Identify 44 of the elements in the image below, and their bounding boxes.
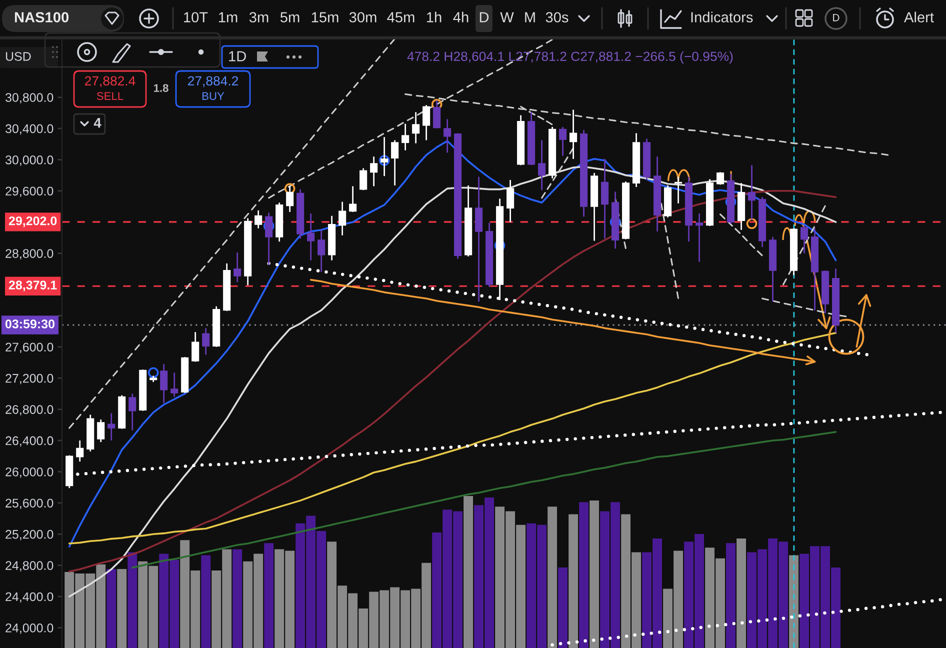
- text: Indicators: [691, 12, 753, 22]
- annotation: SELL: [96, 92, 124, 100]
- y-tick-label: 26,000.0: [6, 468, 54, 478]
- ref-line-label: 28,379.1: [8, 280, 57, 292]
- text: 5m: [280, 12, 300, 22]
- ref-line-label: 29,202.0: [8, 216, 57, 228]
- y-tick-label: 28,800.0: [6, 249, 54, 260]
- y-tick-label: 25,600.0: [6, 498, 54, 510]
- text: 1m: [218, 12, 238, 22]
- text: D: [833, 14, 840, 22]
- y-tick-label: 29,600.0: [6, 186, 54, 198]
- text: 478.2 H28,604.1 L27,781.2 C27,881.2 −266.5 (−0.95%): [407, 51, 733, 64]
- annotation: BUY: [202, 92, 224, 100]
- text: 3m: [249, 12, 268, 22]
- text: 30m: [349, 12, 376, 22]
- text: Alert: [904, 12, 934, 22]
- annotation: 4: [94, 118, 102, 128]
- text: 15m: [312, 12, 338, 22]
- text: 1D: [229, 51, 246, 62]
- y-tick-label: 27,200.0: [6, 374, 54, 384]
- y-tick-label: 26,800.0: [6, 405, 54, 416]
- text: 45m: [387, 12, 414, 22]
- text: 10T: [184, 12, 208, 22]
- y-tick-label: 30,800.0: [5, 93, 54, 104]
- y-tick-label: 30,000.0: [5, 155, 54, 166]
- y-tick-label: 24,400.0: [6, 592, 54, 603]
- text: USD: [6, 52, 31, 61]
- text: D: [480, 12, 489, 22]
- y-tick-label: 30,400.0: [5, 124, 54, 135]
- y-tick-label: 27,600.0: [6, 342, 54, 354]
- text: NAS100: [14, 12, 69, 22]
- text: M: [525, 12, 535, 22]
- y-tick-label: 24,800.0: [6, 561, 54, 572]
- y-tick-label: 25,200.0: [6, 530, 54, 540]
- text: 03:59:30: [5, 320, 54, 328]
- y-tick-label: 26,400.0: [6, 436, 54, 447]
- text: W: [500, 12, 514, 22]
- text: 30s: [546, 12, 568, 22]
- text: 1h: [427, 12, 442, 22]
- y-tick-label: 24,000.0: [6, 624, 54, 634]
- text: 4h: [453, 12, 468, 22]
- annotation: 1.8: [154, 84, 168, 92]
- annotation: 27,882.4: [84, 76, 136, 88]
- annotation: 27,884.2: [188, 76, 238, 88]
